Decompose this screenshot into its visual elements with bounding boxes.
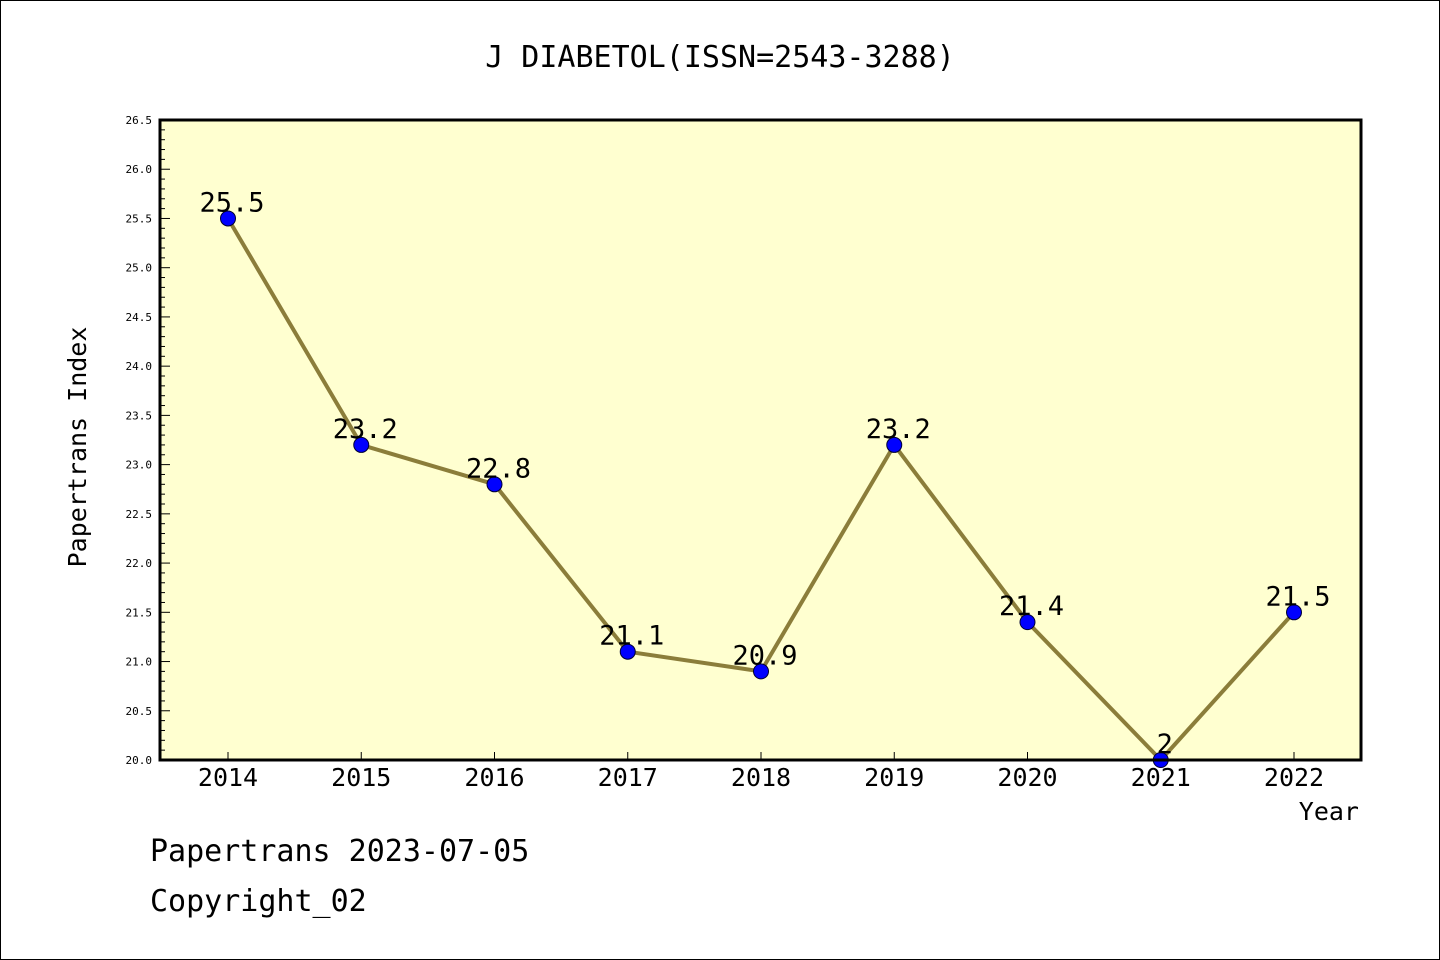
data-label: 20.9 xyxy=(732,640,797,671)
data-point xyxy=(619,643,636,660)
y-tick-label: 23.0 xyxy=(126,459,153,472)
footer-copyright: Copyright_02 xyxy=(150,884,367,919)
x-tick-label: 2016 xyxy=(464,763,524,792)
y-axis-ticks xyxy=(160,119,170,761)
data-label: 2 xyxy=(1157,729,1173,760)
data-label: 21.1 xyxy=(599,621,664,652)
y-tick-label: 25.5 xyxy=(126,212,153,225)
footer-date: Papertrans 2023-07-05 xyxy=(150,834,530,869)
data-label: 23.2 xyxy=(333,414,398,445)
y-tick-label: 23.5 xyxy=(126,409,153,422)
data-point xyxy=(220,210,236,227)
y-tick-label: 20.5 xyxy=(126,705,153,718)
data-labels: 25.5 23.2 22.8 21.1 20.9 23.2 21.4 2 21.5 xyxy=(199,187,1330,760)
y-axis-tick-labels: 20.0 20.5 21.0 21.5 22.0 22.5 23.0 23.5 24.0 24.5… xyxy=(126,114,153,767)
plot-border xyxy=(158,118,1363,762)
chart-title: J DIABETOL(ISSN=2543-3288) xyxy=(485,40,955,75)
y-tick-label: 26.0 xyxy=(126,163,153,176)
y-tick-label: 25.0 xyxy=(126,262,153,275)
y-tick-label: 24.5 xyxy=(126,311,153,324)
y-tick-label: 20.0 xyxy=(126,754,153,767)
y-tick-label: 24.0 xyxy=(126,360,153,373)
data-label: 25.5 xyxy=(199,187,264,218)
x-tick-label: 2015 xyxy=(331,763,391,792)
data-point xyxy=(486,476,503,493)
x-tick-label: 2017 xyxy=(598,763,658,792)
y-tick-label: 21.5 xyxy=(126,606,153,619)
x-axis-label: Year xyxy=(1299,797,1359,826)
series-markers xyxy=(220,210,1302,768)
y-axis-label: Papertrans Index xyxy=(63,327,92,568)
data-point xyxy=(1286,604,1302,621)
x-tick-label: 2019 xyxy=(864,763,924,792)
data-label: 21.4 xyxy=(999,591,1064,622)
x-tick-label: 2014 xyxy=(198,763,258,792)
x-tick-label: 2020 xyxy=(997,763,1057,792)
y-tick-label: 22.5 xyxy=(126,508,153,521)
data-point xyxy=(886,436,903,453)
data-point xyxy=(1019,614,1036,631)
y-tick-label: 21.0 xyxy=(126,656,153,669)
data-label: 21.5 xyxy=(1265,581,1330,612)
x-tick-label: 2018 xyxy=(731,763,791,792)
y-tick-label: 26.5 xyxy=(126,114,153,127)
x-tick-label: 2022 xyxy=(1264,763,1324,792)
y-tick-label: 22.0 xyxy=(126,557,153,570)
data-label: 22.8 xyxy=(466,453,531,484)
data-point xyxy=(353,436,370,453)
data-point xyxy=(753,663,769,680)
x-axis-tick-labels: 2014 2015 2016 2017 2018 2019 2020 2021 2022 xyxy=(198,763,1324,792)
data-label: 23.2 xyxy=(866,414,931,445)
